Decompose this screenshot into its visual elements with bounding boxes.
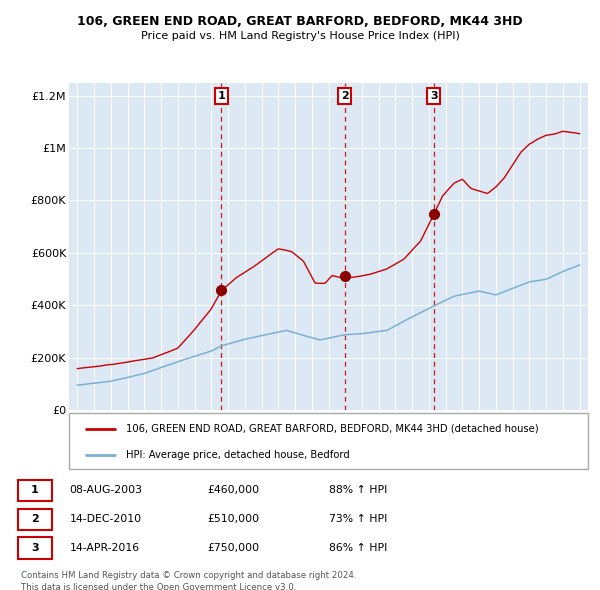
Text: 106, GREEN END ROAD, GREAT BARFORD, BEDFORD, MK44 3HD (detached house): 106, GREEN END ROAD, GREAT BARFORD, BEDF…: [126, 424, 539, 434]
Text: 3: 3: [430, 91, 437, 101]
Text: 1: 1: [218, 91, 225, 101]
Text: 106, GREEN END ROAD, GREAT BARFORD, BEDFORD, MK44 3HD: 106, GREEN END ROAD, GREAT BARFORD, BEDF…: [77, 15, 523, 28]
Text: 14-APR-2016: 14-APR-2016: [70, 543, 140, 553]
Text: 86% ↑ HPI: 86% ↑ HPI: [329, 543, 387, 553]
Text: 08-AUG-2003: 08-AUG-2003: [70, 486, 143, 496]
Text: 2: 2: [31, 514, 39, 525]
Text: 73% ↑ HPI: 73% ↑ HPI: [329, 514, 387, 525]
Text: 1: 1: [31, 486, 39, 496]
Text: £460,000: £460,000: [208, 486, 260, 496]
Text: This data is licensed under the Open Government Licence v3.0.: This data is licensed under the Open Gov…: [20, 584, 296, 590]
Text: HPI: Average price, detached house, Bedford: HPI: Average price, detached house, Bedf…: [126, 450, 350, 460]
FancyBboxPatch shape: [18, 480, 52, 502]
Text: Price paid vs. HM Land Registry's House Price Index (HPI): Price paid vs. HM Land Registry's House …: [140, 31, 460, 41]
Text: 14-DEC-2010: 14-DEC-2010: [70, 514, 142, 525]
Text: £750,000: £750,000: [208, 543, 260, 553]
Text: 2: 2: [341, 91, 349, 101]
FancyBboxPatch shape: [18, 537, 52, 559]
Text: 88% ↑ HPI: 88% ↑ HPI: [329, 486, 387, 496]
Text: Contains HM Land Registry data © Crown copyright and database right 2024.: Contains HM Land Registry data © Crown c…: [20, 571, 356, 580]
Text: 3: 3: [31, 543, 39, 553]
Text: £510,000: £510,000: [208, 514, 260, 525]
FancyBboxPatch shape: [18, 509, 52, 530]
